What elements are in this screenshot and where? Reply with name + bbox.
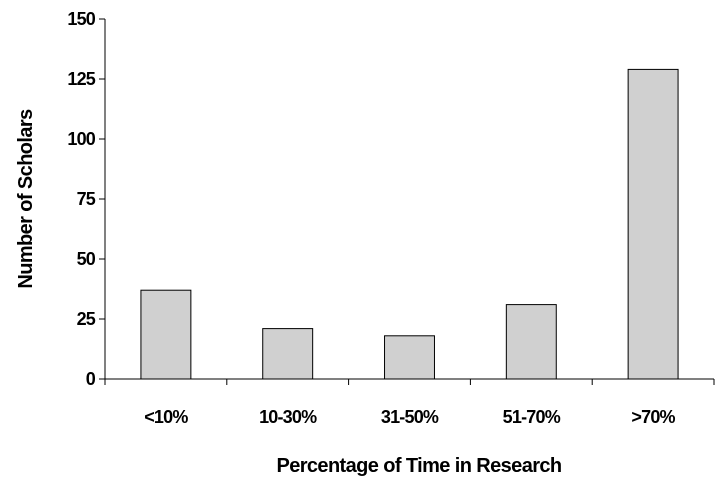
y-tick-label: 0: [86, 369, 96, 389]
bar: [384, 335, 435, 380]
y-axis: 0 25 50 75 100 125 150: [67, 9, 106, 389]
y-tick-label: 150: [67, 9, 95, 29]
x-tick-label: >70%: [631, 407, 675, 427]
x-tick-label: 31-50%: [381, 407, 439, 427]
y-tick-label: 100: [67, 129, 95, 149]
x-tick-label: 51-70%: [503, 407, 561, 427]
x-tick-label: 10-30%: [259, 407, 317, 427]
bar: [627, 68, 679, 380]
bars: [140, 68, 679, 380]
x-axis-title: Percentage of Time in Research: [276, 455, 561, 477]
x-tick-label: <10%: [144, 407, 188, 427]
x-axis: <10% 10-30% 31-50% 51-70% >70%: [104, 378, 715, 427]
bar: [140, 289, 192, 380]
y-tick-label: 125: [67, 69, 95, 89]
bar: [262, 328, 314, 380]
y-tick-label: 25: [77, 309, 96, 329]
bar: [505, 304, 557, 380]
y-axis-title: Number of Scholars: [15, 109, 37, 289]
y-tick-label: 75: [77, 189, 96, 209]
y-tick-label: 50: [77, 249, 96, 269]
